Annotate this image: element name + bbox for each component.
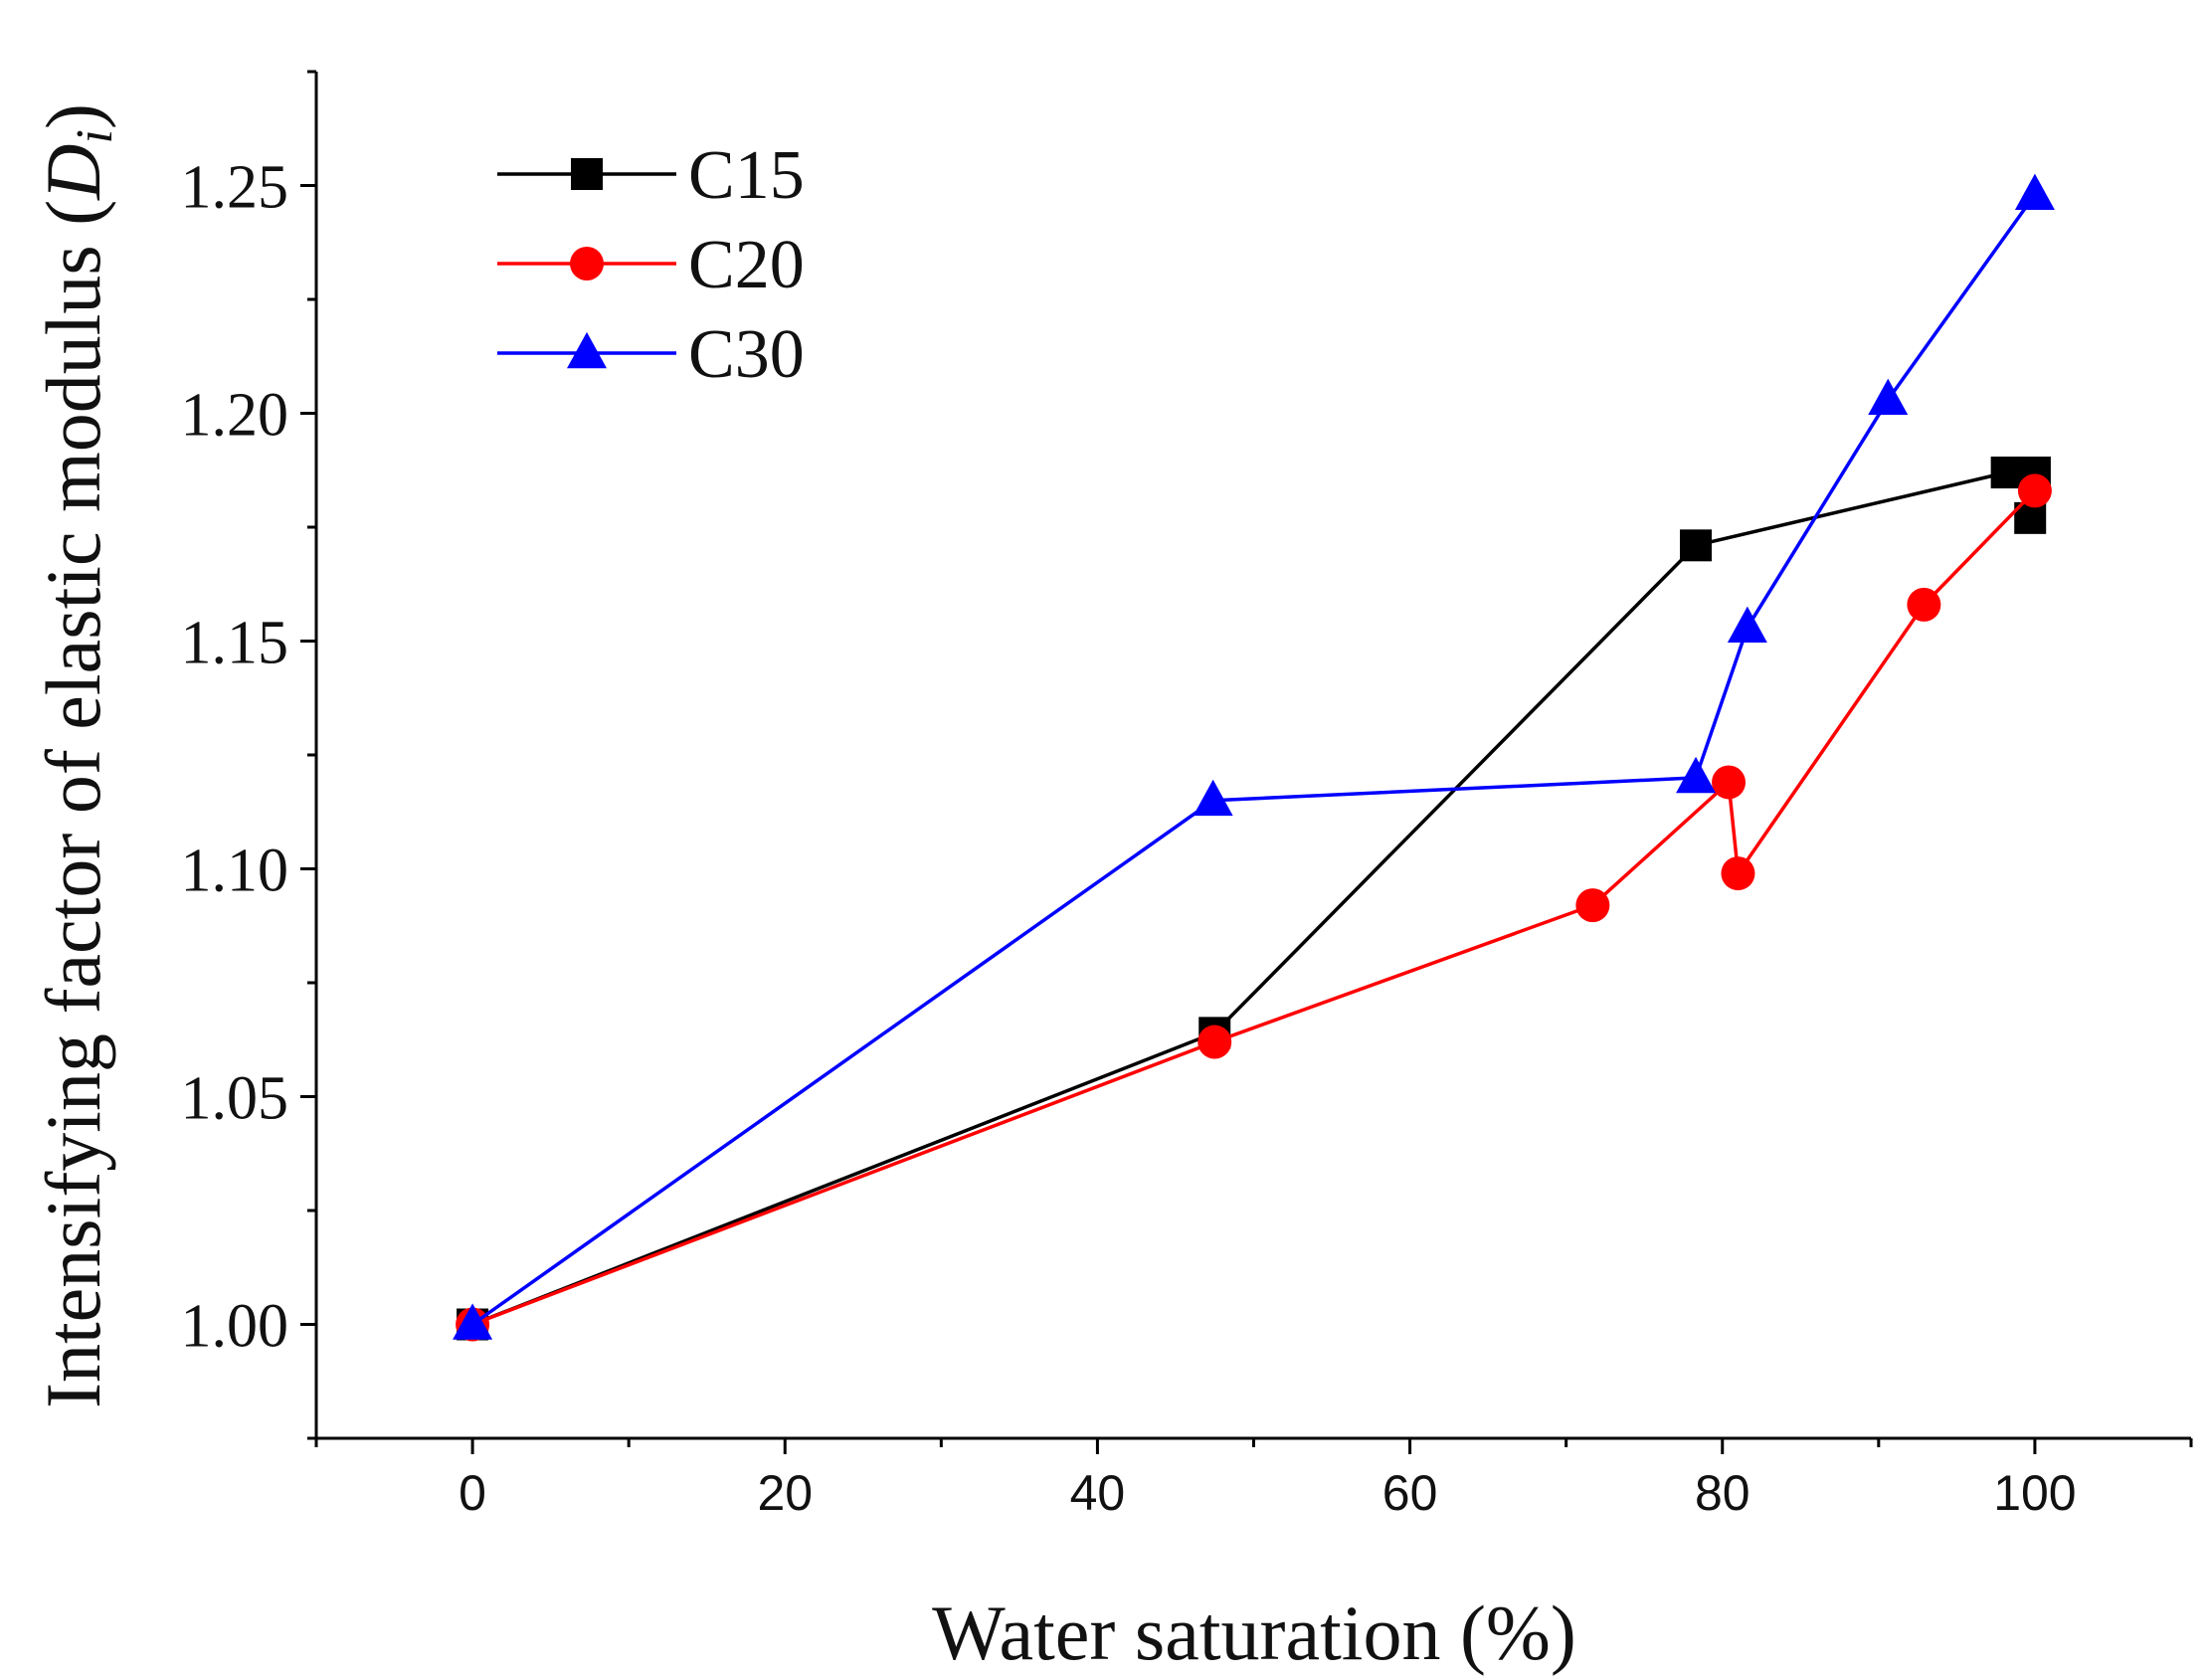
legend-item-c20: C20 bbox=[497, 227, 805, 303]
series-line-c20 bbox=[471, 489, 2037, 1327]
series-line-c30 bbox=[471, 193, 2037, 1326]
x-tick-label: 40 bbox=[1070, 1465, 1126, 1521]
y-tick-label: 1.15 bbox=[181, 610, 289, 677]
data-point-c30 bbox=[1193, 779, 1233, 817]
x-tick-label: 20 bbox=[757, 1465, 813, 1521]
y-axis-title: Intensifying factor of elastic modulus (… bbox=[30, 103, 123, 1408]
series-line-c15 bbox=[471, 470, 2037, 1327]
legend-marker-circle bbox=[570, 247, 604, 280]
data-point-c30 bbox=[1868, 378, 1909, 416]
data-point-c20 bbox=[1721, 856, 1755, 891]
data-point-c15 bbox=[1990, 457, 2023, 489]
y-tick-label: 1.10 bbox=[181, 838, 289, 905]
y-tick-label: 1.05 bbox=[181, 1065, 289, 1133]
legend-item-c30: C30 bbox=[497, 316, 805, 393]
legend-marker-triangle bbox=[567, 331, 607, 369]
x-axis-title: Water saturation (%) bbox=[932, 1589, 1576, 1676]
data-point-c20 bbox=[1575, 888, 1610, 923]
y-tick-label: 1.00 bbox=[181, 1293, 289, 1361]
data-point-c20 bbox=[2017, 473, 2052, 508]
x-tick-label: 0 bbox=[459, 1465, 486, 1521]
y-tick-label: 1.25 bbox=[181, 154, 289, 222]
data-point-c20 bbox=[1712, 765, 1747, 800]
x-tick-label: 80 bbox=[1695, 1465, 1750, 1521]
y-ticks: 1.00 1.05 1.10 1.15 1.20 1.25 bbox=[181, 70, 316, 1440]
x-tick-label: 60 bbox=[1382, 1465, 1438, 1521]
series-c15 bbox=[457, 457, 2051, 1341]
x-ticks: 0 20 40 60 80 100 bbox=[314, 1438, 2193, 1521]
legend-item-c15: C15 bbox=[497, 137, 805, 214]
data-point-c15 bbox=[1680, 529, 1713, 562]
data-point-c30 bbox=[1727, 606, 1767, 644]
x-tick-label: 100 bbox=[1993, 1465, 2076, 1521]
legend-label: C30 bbox=[688, 316, 805, 393]
y-tick-label: 1.20 bbox=[181, 382, 289, 450]
data-point-c20 bbox=[1907, 587, 1941, 622]
legend-label: C20 bbox=[688, 227, 805, 303]
series-c20 bbox=[456, 473, 2052, 1342]
data-point-c30 bbox=[453, 1303, 493, 1340]
legend-marker-square bbox=[571, 158, 603, 190]
data-point-c20 bbox=[1197, 1025, 1232, 1059]
series-c30 bbox=[453, 173, 2055, 1340]
data-point-c30 bbox=[1676, 756, 1717, 794]
legend-label: C15 bbox=[688, 137, 805, 214]
data-point-c30 bbox=[2014, 173, 2055, 210]
series-layer bbox=[453, 173, 2055, 1342]
legend: C15 C20 C30 bbox=[497, 137, 805, 393]
